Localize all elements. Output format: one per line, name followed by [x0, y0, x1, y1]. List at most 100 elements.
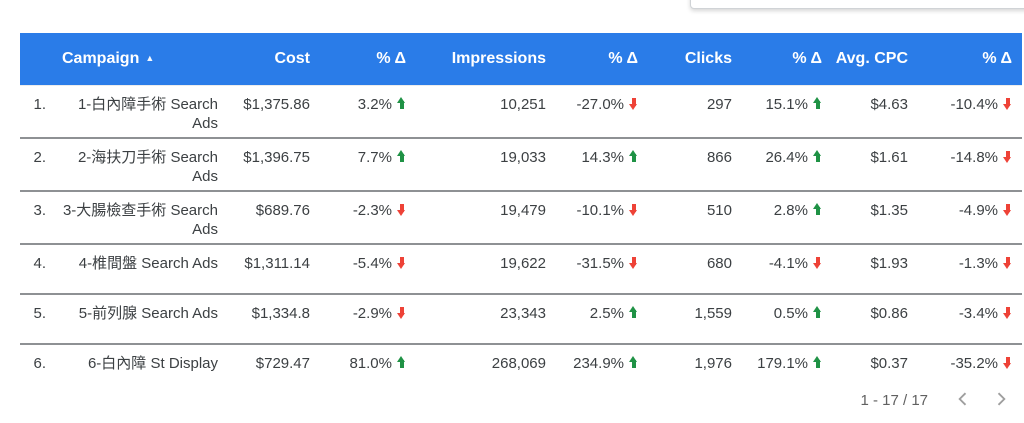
cell-value: $1.35	[870, 201, 908, 219]
table-row: 3. 3-大腸檢查手術 Search Ads $689.76 -2.3% 19,479 -…	[20, 189, 1022, 244]
row-number: 3.	[20, 189, 56, 244]
metric-cell: 866	[648, 136, 742, 191]
column-header-cost[interactable]: Cost	[228, 33, 320, 85]
delta-down-icon	[397, 306, 406, 319]
metric-cell: 23,343	[416, 292, 556, 344]
delta-up-icon	[813, 305, 822, 319]
cell-value: $689.76	[255, 201, 310, 219]
sort-ascending-icon: ▲	[145, 53, 155, 64]
delta-down-icon	[1003, 150, 1012, 163]
cell-value: -27.0%	[576, 95, 624, 113]
cell-value: -35.2%	[950, 354, 998, 372]
row-number: 4.	[20, 242, 56, 294]
metric-cell: $1,334.8	[228, 292, 320, 344]
delta-cell: -4.9%	[918, 189, 1022, 244]
delta-cell: 7.7%	[320, 136, 416, 191]
next-page-button[interactable]	[990, 389, 1012, 411]
delta-down-icon	[629, 97, 638, 110]
cell-value: $1,396.75	[243, 148, 310, 166]
delta-down-icon	[1003, 356, 1012, 369]
cell-value: $1.61	[870, 148, 908, 166]
cell-value: $1.93	[870, 254, 908, 272]
cell-value: 179.1%	[757, 354, 808, 372]
delta-cell: -35.2%	[918, 342, 1022, 394]
delta-cell: -4.1%	[742, 242, 832, 294]
cell-value: 19,622	[500, 254, 546, 272]
delta-cell: 15.1%	[742, 84, 832, 138]
delta-cell: 26.4%	[742, 136, 832, 191]
cell-value: -14.8%	[950, 148, 998, 166]
column-header-impressions-delta[interactable]: % Δ	[556, 33, 648, 85]
delta-cell: -27.0%	[556, 84, 648, 138]
delta-up-icon	[813, 96, 822, 110]
column-header-clicks-delta[interactable]: % Δ	[742, 33, 832, 85]
date-range-control-cutoff[interactable]	[690, 0, 1024, 9]
metric-cell: 680	[648, 242, 742, 294]
campaign-name: 1-白內障手術 Search Ads	[56, 84, 228, 138]
column-header-cpc-delta[interactable]: % Δ	[918, 33, 1022, 85]
column-label: Campaign	[62, 50, 140, 68]
delta-cell: -10.1%	[556, 189, 648, 244]
column-header-impressions[interactable]: Impressions	[416, 33, 556, 85]
cell-value: 268,069	[491, 354, 546, 372]
delta-down-icon	[629, 256, 638, 269]
campaign-name: 2-海扶刀手術 Search Ads	[56, 136, 228, 191]
delta-cell: 234.9%	[556, 342, 648, 394]
cell-value: $729.47	[255, 354, 310, 372]
column-header-cost-delta[interactable]: % Δ	[320, 33, 416, 85]
metric-cell: 510	[648, 189, 742, 244]
cell-value: $0.37	[870, 354, 908, 372]
cell-value: -2.9%	[352, 304, 392, 322]
delta-up-icon	[813, 202, 822, 216]
chevron-left-icon	[953, 389, 973, 412]
table-row: 6. 6-白內障 St Display $729.47 81.0% 268,069 234…	[20, 342, 1022, 394]
cell-value: $1,311.14	[244, 254, 310, 272]
cell-value: $1,334.8	[251, 304, 310, 322]
cell-value: 19,479	[500, 201, 546, 219]
cell-value: 234.9%	[573, 354, 624, 372]
metric-cell: $1,375.86	[228, 84, 320, 138]
pagination-label: 1 - 17 / 17	[860, 391, 928, 409]
metric-cell: 10,251	[416, 84, 556, 138]
row-number: 1.	[20, 84, 56, 138]
delta-up-icon	[629, 149, 638, 163]
delta-cell: 81.0%	[320, 342, 416, 394]
metric-cell: 19,033	[416, 136, 556, 191]
column-header-clicks[interactable]: Clicks	[648, 33, 742, 85]
metric-cell: $729.47	[228, 342, 320, 394]
delta-down-icon	[397, 256, 406, 269]
delta-cell: -10.4%	[918, 84, 1022, 138]
cell-value: 15.1%	[765, 95, 808, 113]
column-header-campaign[interactable]: Campaign ▲	[56, 33, 228, 85]
table-row: 5. 5-前列腺 Search Ads $1,334.8 -2.9% 23,343 2.5…	[20, 292, 1022, 344]
cell-value: 2.8%	[773, 201, 808, 219]
metric-cell: $4.63	[832, 84, 918, 138]
cell-value: 14.3%	[581, 148, 624, 166]
cell-value: 510	[706, 201, 732, 219]
campaign-name: 4-椎間盤 Search Ads	[56, 242, 228, 294]
metric-cell: $1.93	[832, 242, 918, 294]
cell-value: 19,033	[500, 148, 546, 166]
column-header-avg-cpc[interactable]: Avg. CPC	[832, 33, 918, 85]
metric-cell: 268,069	[416, 342, 556, 394]
cell-value: -10.4%	[950, 95, 998, 113]
delta-cell: -3.4%	[918, 292, 1022, 344]
metric-cell: 19,479	[416, 189, 556, 244]
delta-up-icon	[813, 149, 822, 163]
cell-value: -31.5%	[576, 254, 624, 272]
delta-up-icon	[397, 96, 406, 110]
delta-cell: 0.5%	[742, 292, 832, 344]
delta-up-icon	[629, 355, 638, 369]
delta-cell: -14.8%	[918, 136, 1022, 191]
delta-cell: -2.3%	[320, 189, 416, 244]
cell-value: -4.9%	[958, 201, 998, 219]
previous-page-button[interactable]	[952, 389, 974, 411]
campaign-name: 6-白內障 St Display	[56, 342, 228, 394]
row-number: 6.	[20, 342, 56, 394]
row-number: 5.	[20, 292, 56, 344]
delta-up-icon	[629, 305, 638, 319]
delta-cell: -2.9%	[320, 292, 416, 344]
cell-value: 0.5%	[773, 304, 808, 322]
metric-cell: 1,976	[648, 342, 742, 394]
